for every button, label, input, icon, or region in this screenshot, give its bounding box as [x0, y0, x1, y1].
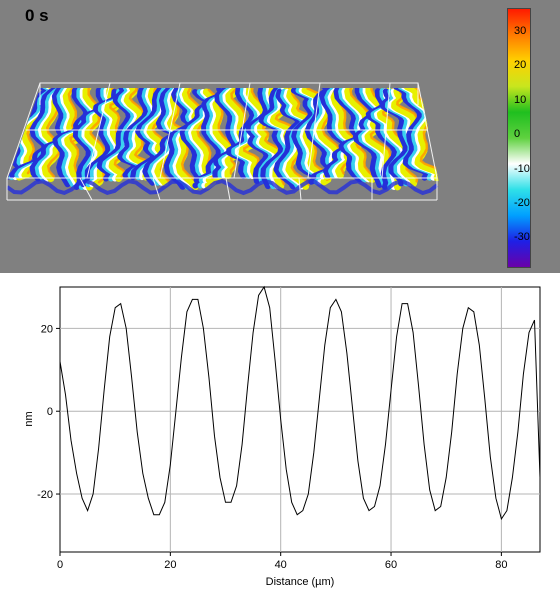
- color-scale-tick-label: 10: [514, 93, 527, 106]
- surface-stripe: [245, 88, 270, 185]
- y-axis-label: nm: [23, 411, 35, 426]
- color-scale-tick-label: -30: [514, 231, 530, 244]
- surface-stripe: [273, 88, 302, 190]
- y-tick-label: 0: [47, 406, 53, 418]
- time-label: 0 s: [25, 6, 49, 25]
- color-scale-tick-label: 20: [514, 59, 527, 72]
- plot-frame: [59, 286, 541, 553]
- color-scale-tick-label: -10: [514, 162, 530, 175]
- plot-area: 0 20 40 60 80 20 0 -20: [37, 285, 541, 571]
- color-scale-tick-label: -20: [514, 197, 530, 210]
- 3d-surface-view[interactable]: [0, 0, 560, 273]
- x-tick-label: 60: [385, 559, 397, 571]
- 3d-viewer[interactable]: 0 s 30 20 10 0 -10 -20 -30: [0, 0, 560, 273]
- x-tick-label: 40: [275, 559, 287, 571]
- bounding-box-wireframe: [6, 82, 438, 201]
- height-surface: [7, 88, 443, 196]
- line-profile-chart: 0 20 40 60 80 20 0 -20 Distance (µm) nm: [23, 285, 541, 588]
- surface-stripe: [290, 88, 319, 185]
- x-axis-label: Distance (µm): [266, 576, 335, 588]
- x-tick-label: 80: [495, 559, 507, 571]
- surface-stripe: [96, 88, 132, 182]
- x-tick-label: 0: [57, 559, 63, 571]
- y-tick-label: 20: [41, 323, 53, 335]
- profile-line: [59, 285, 541, 521]
- surface-stripe: [212, 88, 238, 179]
- x-tick-label: 20: [164, 559, 176, 571]
- y-tick-label: -20: [37, 489, 53, 501]
- surface-front-edge: [7, 178, 439, 196]
- color-scale-tick-label: 30: [514, 25, 527, 38]
- color-scale-bar: [507, 8, 531, 268]
- color-scale-tick-label: 0: [514, 128, 521, 141]
- surface-stripe: [403, 88, 443, 182]
- surface-stripe: [226, 88, 256, 179]
